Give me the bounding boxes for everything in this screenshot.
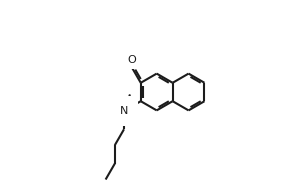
Text: N: N [120,106,128,116]
Text: O: O [127,55,136,65]
